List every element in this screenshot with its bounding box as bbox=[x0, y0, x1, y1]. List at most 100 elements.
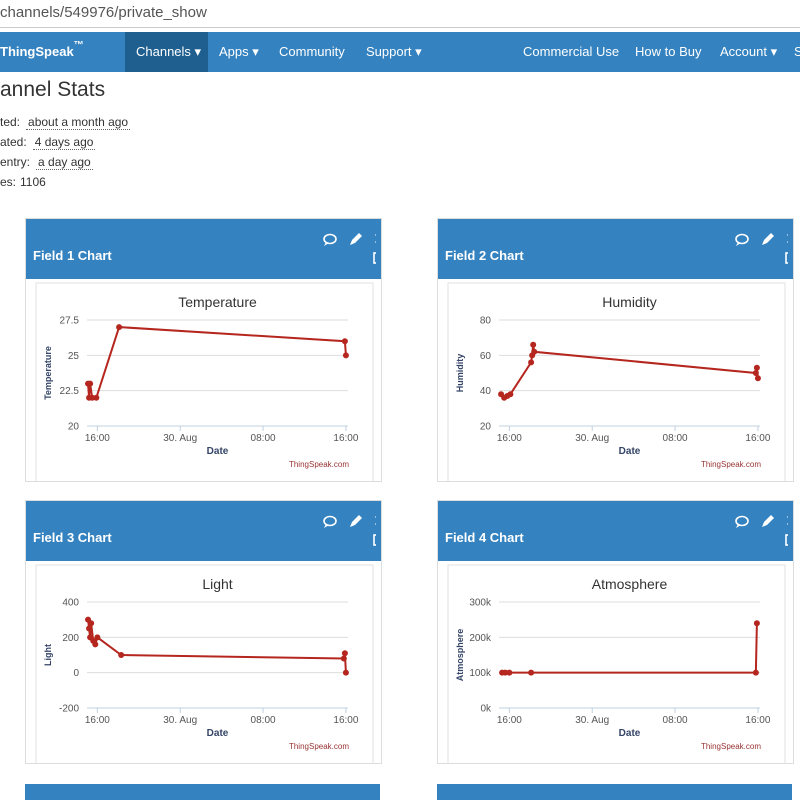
y-tick-label: 25 bbox=[68, 351, 80, 362]
credit: ThingSpeak.com bbox=[289, 742, 349, 751]
x-tick-label: 16:00 bbox=[497, 715, 522, 726]
data-point bbox=[754, 375, 761, 382]
x-tick-label: 16:00 bbox=[333, 433, 358, 444]
data-point bbox=[528, 359, 535, 366]
data-point bbox=[116, 324, 123, 331]
chart: Temperature 20 22.5 25 27.5 16:00 30. Aug 08:00… bbox=[35, 282, 374, 481]
popout-icon[interactable] bbox=[785, 533, 788, 546]
panel-header: Field 3 Chart bbox=[26, 501, 381, 561]
x-tick-label: 30. Aug bbox=[575, 433, 609, 444]
edit-icon[interactable] bbox=[350, 233, 362, 245]
edit-icon[interactable] bbox=[762, 515, 774, 527]
nav-item[interactable]: Account ▾ bbox=[720, 44, 778, 59]
data-point bbox=[94, 634, 101, 641]
nav-item[interactable]: Channels ▾ bbox=[136, 44, 202, 59]
chart-panel: Field 1 Chart Temperature 20 22.5 25 27.5 16:0… bbox=[25, 218, 382, 482]
chart-title: Light bbox=[202, 576, 232, 592]
nav-item[interactable]: S bbox=[794, 44, 800, 59]
stat-label: es: bbox=[0, 175, 17, 189]
panel-header: Field 2 Chart bbox=[438, 219, 793, 279]
comment-icon[interactable] bbox=[323, 515, 337, 529]
x-tick-label: 08:00 bbox=[251, 433, 276, 444]
y-tick-label: 400 bbox=[62, 598, 79, 609]
trademark: ™ bbox=[73, 40, 84, 51]
credit: ThingSpeak.com bbox=[701, 460, 761, 469]
panel-title: Field 4 Chart bbox=[445, 530, 524, 545]
chart-panel: Field 4 Chart Atmosphere 0k 100k 200k 300k 16:… bbox=[437, 500, 794, 764]
url-text: channels/549976/private_show bbox=[0, 4, 207, 21]
y-tick-label: 60 bbox=[480, 351, 492, 362]
panel-icons bbox=[735, 515, 788, 546]
x-tick-label: 08:00 bbox=[251, 715, 276, 726]
nav-item[interactable]: Apps ▾ bbox=[219, 44, 259, 59]
data-point bbox=[531, 348, 538, 355]
y-tick-label: 0 bbox=[73, 668, 79, 679]
chart: Light -200 0 200 400 16:00 30. Aug 08:00 16:00 Da… bbox=[35, 564, 374, 763]
data-point bbox=[342, 352, 349, 359]
chart-title: Humidity bbox=[602, 294, 656, 310]
comment-icon[interactable] bbox=[735, 233, 749, 247]
chart-frame bbox=[447, 564, 786, 763]
popout-icon[interactable] bbox=[373, 533, 376, 546]
y-tick-label: -200 bbox=[59, 704, 79, 715]
logo-text: ThingSpeak bbox=[0, 44, 74, 59]
data-point bbox=[88, 620, 95, 627]
data-point bbox=[342, 669, 349, 676]
chart-panel: Field 3 Chart Light -200 0 200 400 16:00 30. Au… bbox=[25, 500, 382, 764]
x-tick-label: 16:00 bbox=[85, 433, 110, 444]
y-tick-label: 200k bbox=[469, 633, 492, 644]
panel-header: Field 1 Chart bbox=[26, 219, 381, 279]
popout-icon[interactable] bbox=[785, 251, 788, 264]
x-axis-title: Date bbox=[207, 446, 229, 457]
x-tick-label: 16:00 bbox=[333, 715, 358, 726]
data-point bbox=[118, 652, 125, 658]
y-tick-label: 27.5 bbox=[60, 316, 80, 327]
nav-item[interactable]: Community bbox=[279, 44, 345, 59]
y-tick-label: 22.5 bbox=[60, 386, 80, 397]
nav-item[interactable]: Commercial Use bbox=[523, 44, 620, 59]
panel-icons bbox=[735, 233, 788, 264]
edit-icon[interactable] bbox=[762, 233, 774, 245]
data-point bbox=[752, 669, 759, 676]
y-tick-label: 20 bbox=[68, 422, 80, 433]
y-axis-title: Humidity bbox=[455, 354, 465, 393]
x-axis-title: Date bbox=[207, 728, 229, 739]
data-point bbox=[528, 669, 535, 676]
edit-icon[interactable] bbox=[350, 515, 362, 527]
data-point bbox=[507, 391, 514, 398]
comment-icon[interactable] bbox=[735, 515, 749, 529]
credit: ThingSpeak.com bbox=[701, 742, 761, 751]
x-tick-label: 16:00 bbox=[85, 715, 110, 726]
data-point bbox=[86, 625, 93, 632]
data-point bbox=[530, 341, 537, 348]
panel-header-partial bbox=[437, 784, 792, 800]
stat-value: 4 days ago bbox=[32, 135, 96, 150]
url-bar[interactable]: channels/549976/private_show bbox=[0, 0, 800, 28]
nav-item[interactable]: Support ▾ bbox=[366, 44, 422, 59]
panel-header: Field 4 Chart bbox=[438, 501, 793, 561]
chart-title: Temperature bbox=[178, 294, 257, 310]
x-axis-title: Date bbox=[619, 446, 641, 457]
y-tick-label: 40 bbox=[480, 386, 492, 397]
stat-label: ted: bbox=[0, 115, 21, 129]
x-tick-label: 30. Aug bbox=[163, 715, 197, 726]
comment-icon[interactable] bbox=[323, 233, 337, 247]
data-point bbox=[752, 370, 759, 376]
logo[interactable]: ThingSpeak™ bbox=[0, 38, 84, 62]
nav-bar: ThingSpeak™ Channels ▾ Apps ▾ Community … bbox=[0, 32, 800, 72]
x-tick-label: 16:00 bbox=[745, 433, 770, 444]
data-point bbox=[87, 380, 94, 387]
popout-icon[interactable] bbox=[373, 251, 376, 264]
x-axis-title: Date bbox=[619, 728, 641, 739]
y-tick-label: 20 bbox=[480, 422, 492, 433]
data-point bbox=[341, 650, 348, 657]
stats-title: annel Stats bbox=[0, 78, 106, 101]
y-tick-label: 80 bbox=[480, 316, 492, 327]
nav-item[interactable]: How to Buy bbox=[635, 44, 702, 59]
stat-value: about a month ago bbox=[26, 115, 131, 130]
data-point bbox=[502, 669, 509, 676]
stat-row: ted: about a month ago bbox=[0, 115, 131, 130]
chart-frame bbox=[447, 282, 786, 481]
stat-row: ated: 4 days ago bbox=[0, 135, 96, 150]
